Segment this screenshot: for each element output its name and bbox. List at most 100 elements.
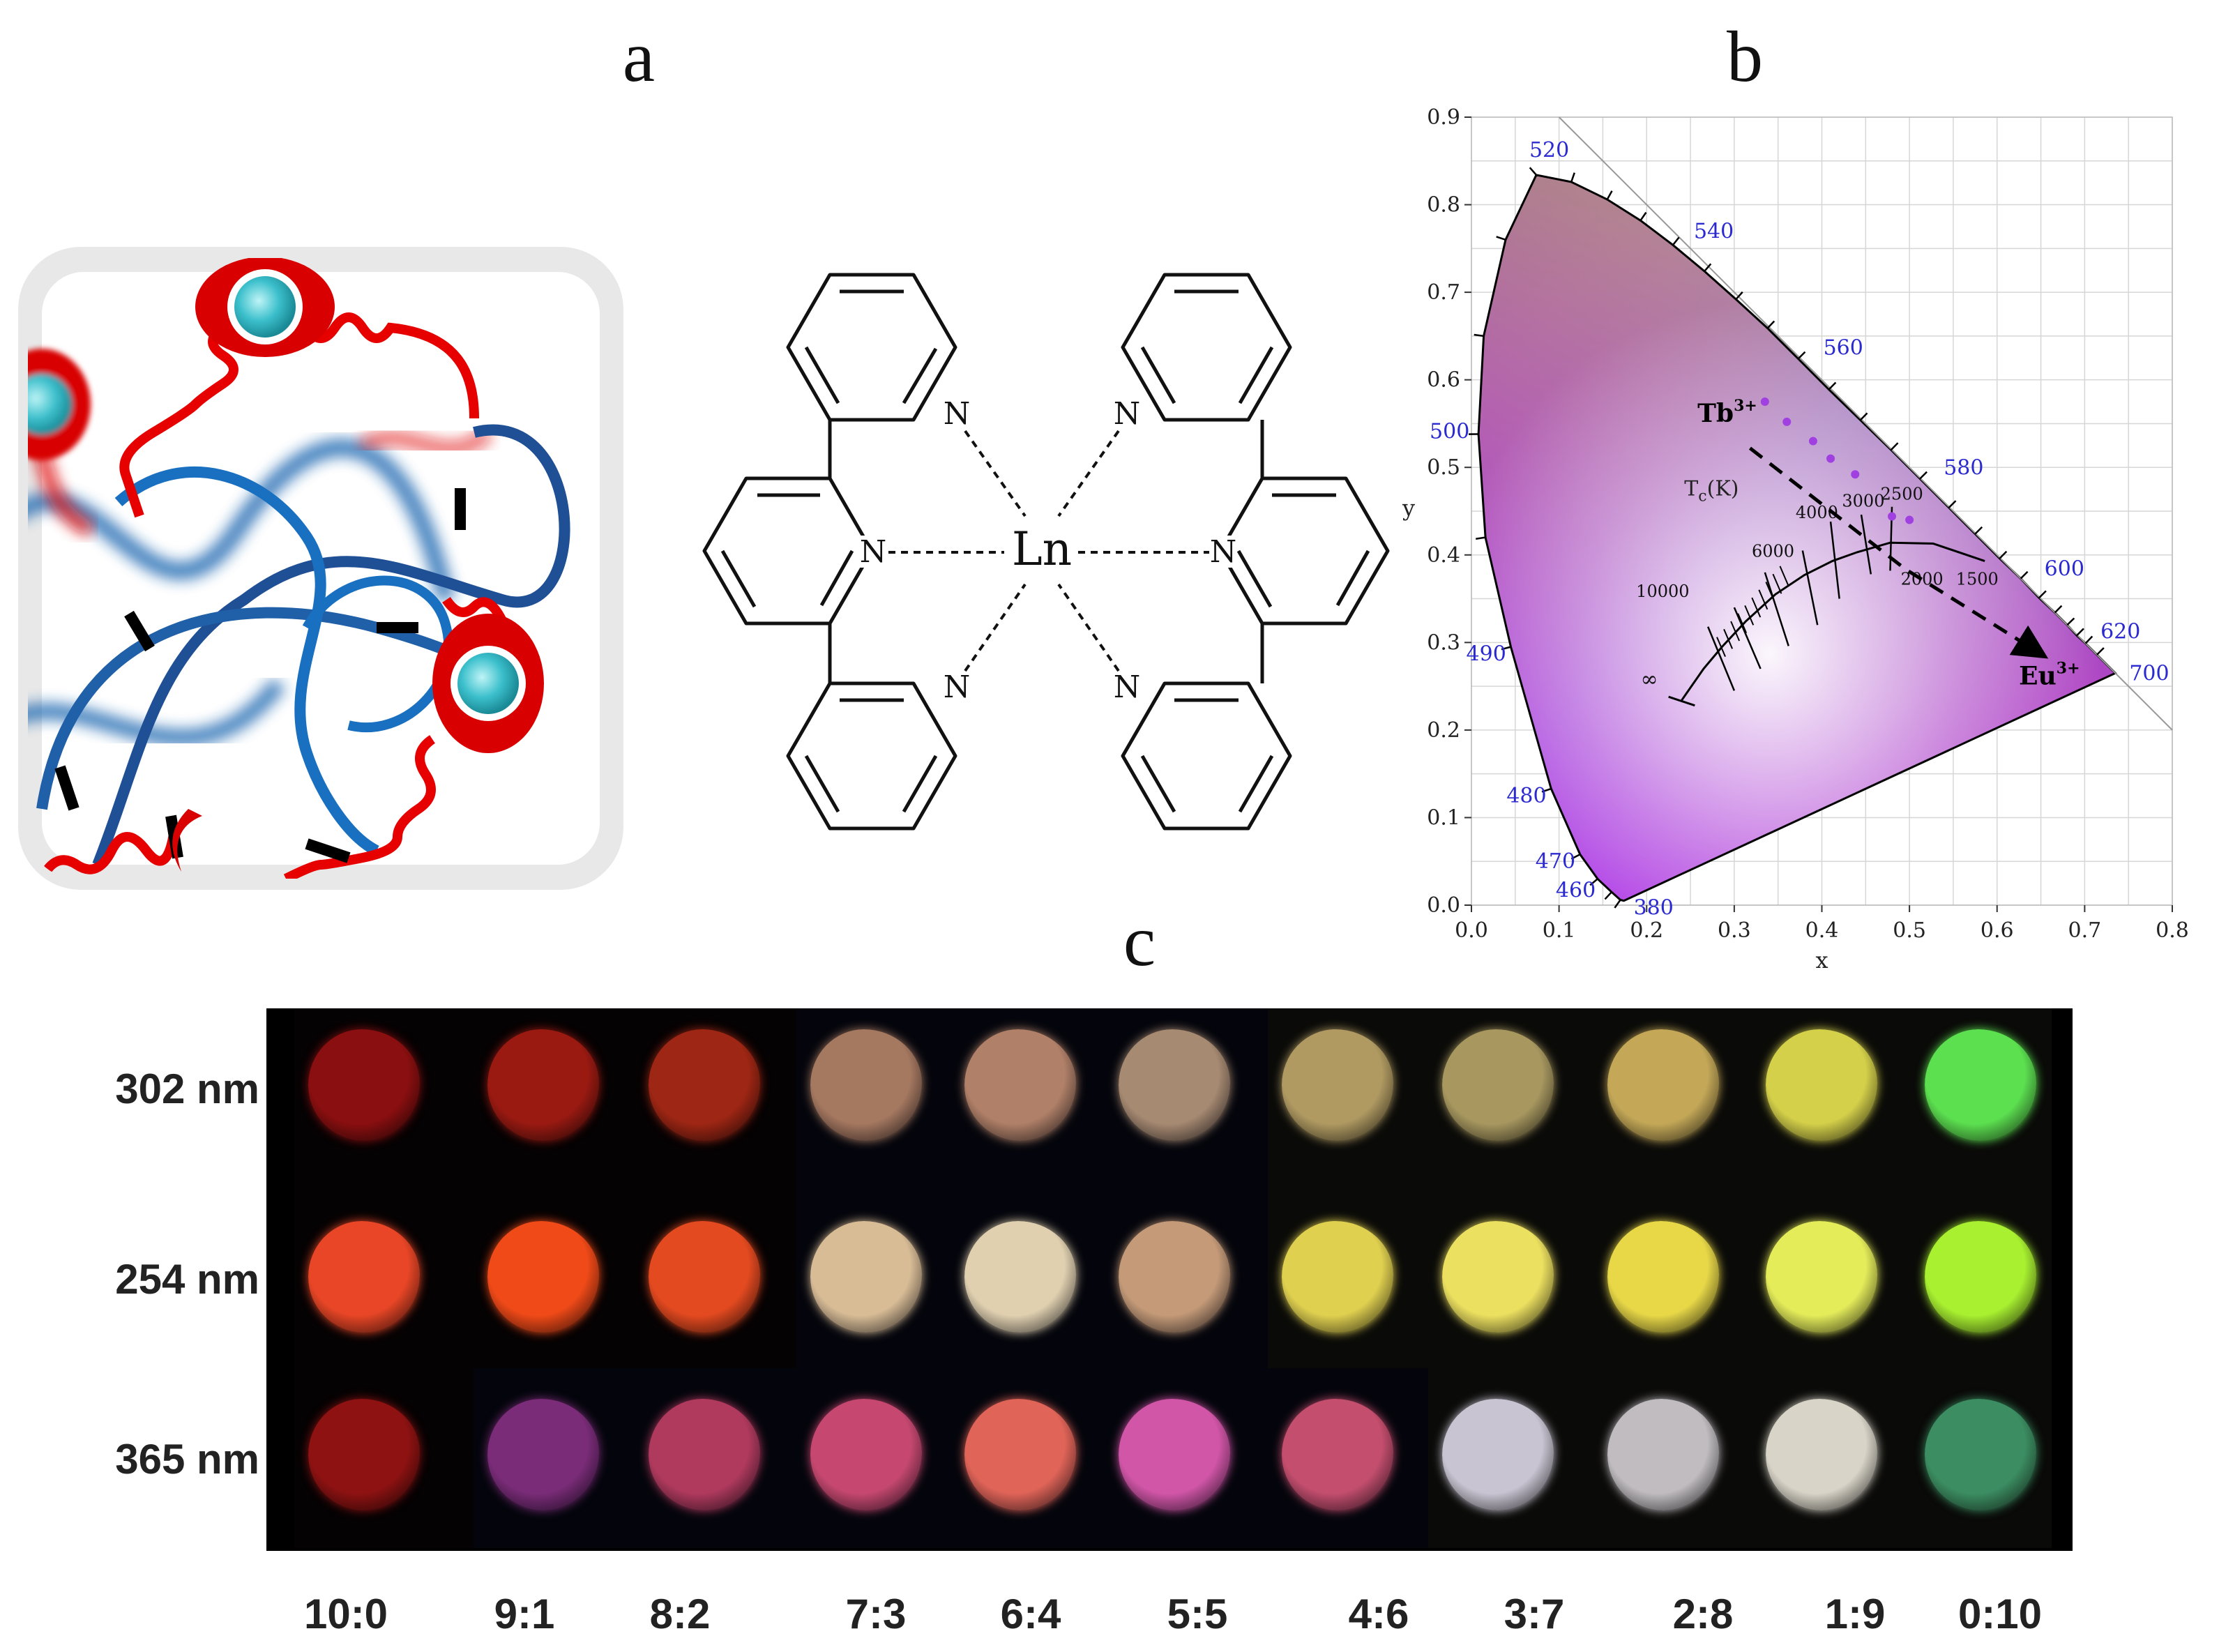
- x-tick-label: 0.1: [1543, 918, 1576, 943]
- sample-disc: [649, 1221, 760, 1333]
- cie-data-point: [1888, 512, 1896, 521]
- sample-disc: [1607, 1221, 1719, 1333]
- tb-label: Tb3+: [1697, 397, 1757, 428]
- sample-disc: [308, 1399, 420, 1510]
- cct-label: 10000: [1636, 582, 1689, 601]
- y-tick-label: 0.7: [1427, 280, 1460, 305]
- nitrogen-label: N: [1114, 396, 1141, 432]
- y-tick-label: 0.1: [1427, 805, 1460, 830]
- x-tick-label: 0.5: [1893, 918, 1926, 943]
- y-axis-label: y: [1402, 494, 1415, 521]
- wavelength-label: 460: [1556, 878, 1596, 902]
- wavelength-labels: 520 540 560 580 600 620 700 500 490 480 470 460 380: [1430, 138, 2169, 920]
- cct-label: ∞: [1640, 667, 1658, 692]
- sample-disc: [1282, 1029, 1393, 1141]
- tb-eu-ratio-label: 0:10: [1957, 1591, 2043, 1637]
- sample-disc: [810, 1221, 922, 1333]
- y-tick-label: 0.8: [1427, 193, 1460, 218]
- y-tick-label: 0.4: [1427, 543, 1460, 568]
- cct-label: 2000: [1901, 569, 1944, 589]
- tb-eu-ratio-label: 7:3: [845, 1591, 907, 1637]
- sample-disc: [964, 1399, 1076, 1510]
- luminescence-photo-grid: [266, 1008, 2073, 1551]
- excitation-wavelength-label: 254 nm: [115, 1256, 259, 1303]
- sample-disc: [1282, 1399, 1393, 1510]
- lanthanide-center-label: Ln: [1012, 522, 1072, 576]
- wavelength-label: 580: [1944, 456, 1983, 480]
- sample-disc: [1607, 1029, 1719, 1141]
- wavelength-label: 700: [2129, 661, 2169, 685]
- cie-data-point: [1760, 397, 1769, 407]
- tb-eu-ratio-label: 1:9: [1824, 1591, 1886, 1637]
- tb-eu-ratio-label: 2:8: [1672, 1591, 1734, 1637]
- x-tick-label: 0.7: [2068, 918, 2102, 943]
- x-tick-label: 0.8: [2156, 918, 2189, 943]
- y-tick-label: 0.0: [1427, 893, 1460, 918]
- sample-disc: [1442, 1399, 1554, 1510]
- x-tick-label: 0.3: [1718, 918, 1751, 943]
- excitation-wavelength-label: 302 nm: [115, 1066, 259, 1112]
- sample-disc: [487, 1399, 599, 1510]
- excitation-wavelength-label: 365 nm: [115, 1436, 259, 1483]
- y-tick-label: 0.6: [1427, 368, 1460, 393]
- sample-disc: [649, 1029, 760, 1141]
- x-tick-label: 0.4: [1805, 918, 1839, 943]
- sample-disc: [1766, 1029, 1877, 1141]
- tb-eu-ratio-label: 6:4: [1000, 1591, 1061, 1637]
- ln-terpyridine-structure: N N N N N N Ln: [702, 273, 1390, 831]
- y-tick-label: 0.5: [1427, 455, 1460, 480]
- sample-disc: [1925, 1399, 2036, 1510]
- sample-disc: [1607, 1399, 1719, 1510]
- nitrogen-label: N: [944, 396, 971, 432]
- tb-eu-ratio-label: 9:1: [494, 1591, 555, 1637]
- sample-disc: [810, 1029, 922, 1141]
- wavelength-label: 620: [2100, 619, 2140, 644]
- tb-eu-ratio-label: 10:0: [303, 1591, 388, 1637]
- sample-disc: [964, 1029, 1076, 1141]
- sample-disc: [649, 1399, 760, 1510]
- y-tick-label: 0.2: [1427, 718, 1460, 743]
- sample-disc: [1119, 1221, 1230, 1333]
- tb-eu-ratio-label: 5:5: [1167, 1591, 1228, 1637]
- wavelength-label: 600: [2045, 557, 2084, 582]
- panel-a-label: a: [622, 17, 656, 97]
- wavelength-label: 540: [1694, 219, 1734, 243]
- nitrogen-label: N: [1210, 534, 1237, 570]
- wavelength-label: 520: [1529, 138, 1569, 162]
- polymer-scheme-illustration: [18, 247, 623, 890]
- cie-data-point: [1826, 454, 1835, 463]
- sample-disc: [1119, 1029, 1230, 1141]
- panel-c-label: c: [1123, 901, 1156, 981]
- planckian-locus: [1668, 506, 1985, 707]
- tb-eu-ratio-label: 8:2: [649, 1591, 711, 1637]
- sample-disc: [487, 1221, 599, 1333]
- tb-eu-ratio-label: 3:7: [1504, 1591, 1565, 1637]
- x-tick-label: 0.2: [1630, 918, 1663, 943]
- nitrogen-label: N: [860, 534, 887, 570]
- x-axis-label: x: [1815, 947, 1828, 973]
- y-tick-label: 0.9: [1427, 105, 1460, 130]
- cct-label: 1500: [1956, 569, 1999, 589]
- y-tick-label: 0.3: [1427, 630, 1460, 655]
- wavelength-label: 470: [1536, 849, 1575, 874]
- tb-to-eu-arrow: [1748, 446, 2049, 659]
- tb-eu-ratio-label: 4:6: [1348, 1591, 1409, 1637]
- wavelength-label: 560: [1824, 336, 1863, 361]
- sample-disc: [1442, 1029, 1554, 1141]
- sample-disc: [308, 1029, 420, 1141]
- sample-disc: [1442, 1221, 1554, 1333]
- sample-disc: [1925, 1029, 2036, 1141]
- cct-label: 6000: [1752, 541, 1794, 561]
- cie-chromaticity-diagram: 0.0 0.1 0.2 0.3 0.4 0.5 0.6 0.7 0.8 0.0 0.1 0.2 0.3 0…: [1402, 105, 2189, 973]
- tc-label: Tc(K): [1684, 476, 1739, 505]
- cie-data-point: [1808, 437, 1817, 446]
- chart-axes: 0.0 0.1 0.2 0.3 0.4 0.5 0.6 0.7 0.8 0.0 0.1 0.2 0.3 0…: [1427, 105, 2189, 943]
- sample-disc: [487, 1029, 599, 1141]
- wavelength-ticks: [1469, 167, 2105, 909]
- cie-data-point: [1851, 470, 1860, 479]
- wavelength-label: 500: [1430, 420, 1469, 444]
- wavelength-label: 490: [1467, 642, 1506, 667]
- cct-label: 2500: [1881, 485, 1923, 504]
- sample-disc: [810, 1399, 922, 1510]
